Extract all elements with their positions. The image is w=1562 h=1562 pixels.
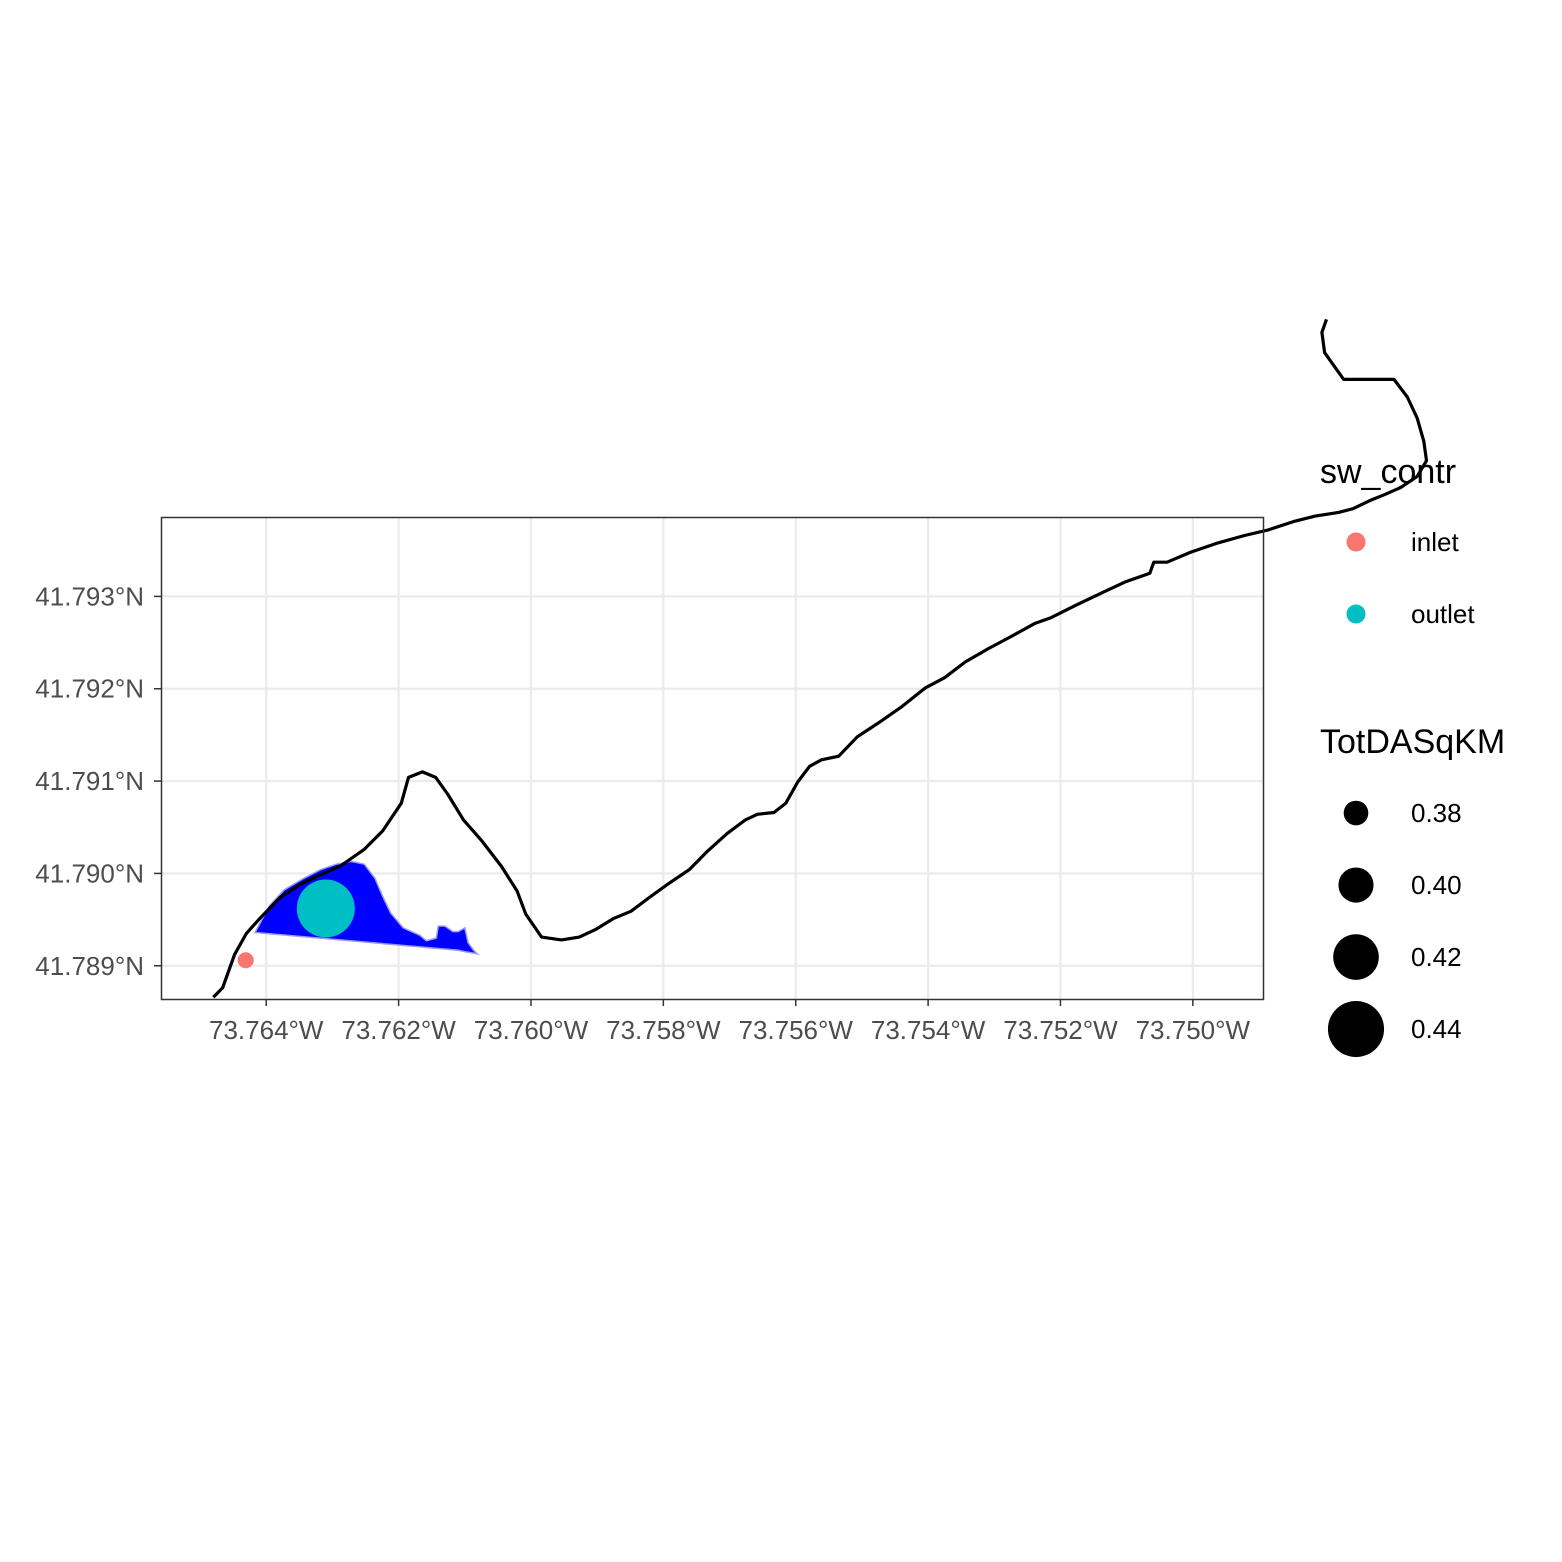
- x-tick-label: 73.762°W: [341, 1015, 456, 1045]
- legend-label-inlet: inlet: [1411, 527, 1459, 557]
- legend-size-label-3: 0.44: [1411, 1014, 1462, 1044]
- legend-size-label-0: 0.38: [1411, 798, 1462, 828]
- legend-label-outlet: outlet: [1411, 599, 1475, 629]
- x-tick-label: 73.754°W: [871, 1015, 986, 1045]
- y-tick-label: 41.793°N: [35, 581, 144, 611]
- x-tick-label: 73.758°W: [606, 1015, 721, 1045]
- flowline: [212, 318, 1429, 999]
- map-data-layer: [212, 318, 1429, 999]
- grid-lines: [161, 517, 1263, 999]
- legend-size-key-2: [1333, 934, 1379, 980]
- y-tick-label: 41.791°N: [35, 766, 144, 796]
- y-tick-label: 41.789°N: [35, 951, 144, 981]
- outlet-point: [296, 879, 355, 938]
- y-tick-label: 41.792°N: [35, 674, 144, 704]
- legend-title-totdasqkm: TotDASqKM: [1320, 723, 1505, 761]
- x-tick-label: 73.756°W: [738, 1015, 853, 1045]
- x-tick-label: 73.750°W: [1136, 1015, 1251, 1045]
- legend-title-sw-contr: sw_contr: [1320, 453, 1456, 491]
- panel-border: [160, 516, 1265, 1001]
- x-tick-label: 73.760°W: [474, 1015, 589, 1045]
- y-tick-label: 41.790°N: [35, 858, 144, 888]
- x-tick-label: 73.764°W: [209, 1015, 324, 1045]
- legend-size-key-3: [1327, 1000, 1385, 1058]
- legend-key-outlet: [1346, 604, 1366, 624]
- legend-size-key-0: [1343, 800, 1369, 826]
- legend-key-inlet: [1346, 532, 1366, 552]
- legend-size-label-1: 0.40: [1411, 870, 1462, 900]
- legend-size-label-2: 0.42: [1411, 942, 1462, 972]
- inlet-point: [237, 952, 254, 969]
- legend-size-key-1: [1338, 867, 1374, 903]
- x-tick-label: 73.752°W: [1003, 1015, 1118, 1045]
- axes: 73.764°W 73.762°W 73.760°W 73.758°W 73.756°W…: [35, 581, 1250, 1045]
